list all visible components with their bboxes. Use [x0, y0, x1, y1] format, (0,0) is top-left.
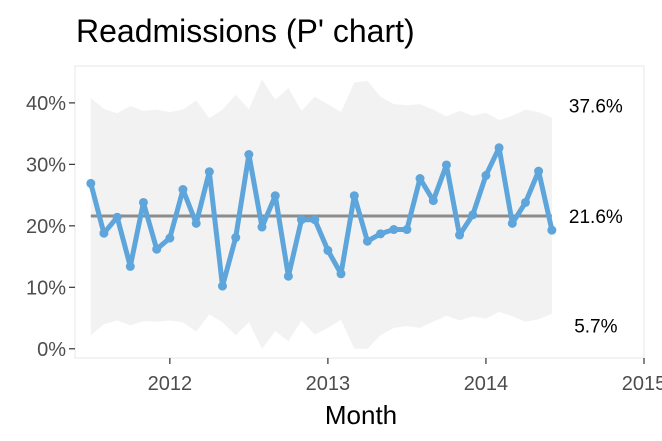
center-value-label: 21.6% [569, 207, 623, 228]
y-tick-label: 0% [37, 339, 66, 361]
y-tick-label: 30% [26, 154, 66, 176]
axes: 0% 10% 20% 30% 40% 2012 2013 2014 2015 [26, 93, 662, 395]
x-axis-title: Month [325, 400, 397, 430]
y-tick-label: 10% [26, 277, 66, 299]
control-band-area [90, 79, 552, 349]
data-point [349, 191, 359, 201]
data-point [178, 185, 188, 195]
data-point [138, 197, 148, 207]
data-point [283, 271, 293, 281]
upper-limit-label: 37.6% [569, 97, 623, 118]
data-point [86, 178, 96, 188]
data-point [152, 244, 162, 254]
data-point [520, 197, 530, 207]
data-point [468, 210, 478, 220]
limit-labels: 37.6% 21.6% 5.7% [569, 97, 623, 338]
data-point [99, 228, 109, 238]
data-point [270, 191, 280, 201]
data-point [336, 269, 346, 279]
x-tick-label: 2015 [622, 373, 662, 395]
data-point [323, 245, 333, 255]
data-point [204, 167, 214, 177]
data-point [217, 281, 227, 291]
data-point [389, 225, 399, 235]
data-point [441, 160, 451, 170]
data-point [376, 229, 386, 239]
data-point [481, 170, 491, 180]
data-point [402, 225, 412, 235]
data-point [415, 173, 425, 183]
data-point [191, 218, 201, 228]
x-tick-label: 2014 [464, 373, 509, 395]
data-point [494, 143, 504, 153]
data-point [362, 236, 372, 246]
data-point [231, 233, 241, 243]
data-point [112, 212, 122, 222]
data-point [534, 166, 544, 176]
data-point [296, 215, 306, 225]
data-point [547, 225, 557, 235]
chart-title: Readmissions (P' chart) [76, 13, 415, 49]
series-layer [86, 143, 557, 291]
data-point [310, 215, 320, 225]
x-tick-label: 2013 [306, 373, 351, 395]
data-point [257, 222, 267, 232]
data-point [125, 261, 135, 271]
data-point [165, 233, 175, 243]
data-point [455, 230, 465, 240]
control-limit-band [90, 79, 552, 349]
x-tick-label: 2012 [148, 373, 193, 395]
data-point [507, 218, 517, 228]
data-point [244, 150, 254, 160]
data-point [428, 196, 438, 206]
y-tick-label: 20% [26, 216, 66, 238]
y-tick-label: 40% [26, 93, 66, 115]
lower-limit-label: 5.7% [574, 317, 617, 338]
